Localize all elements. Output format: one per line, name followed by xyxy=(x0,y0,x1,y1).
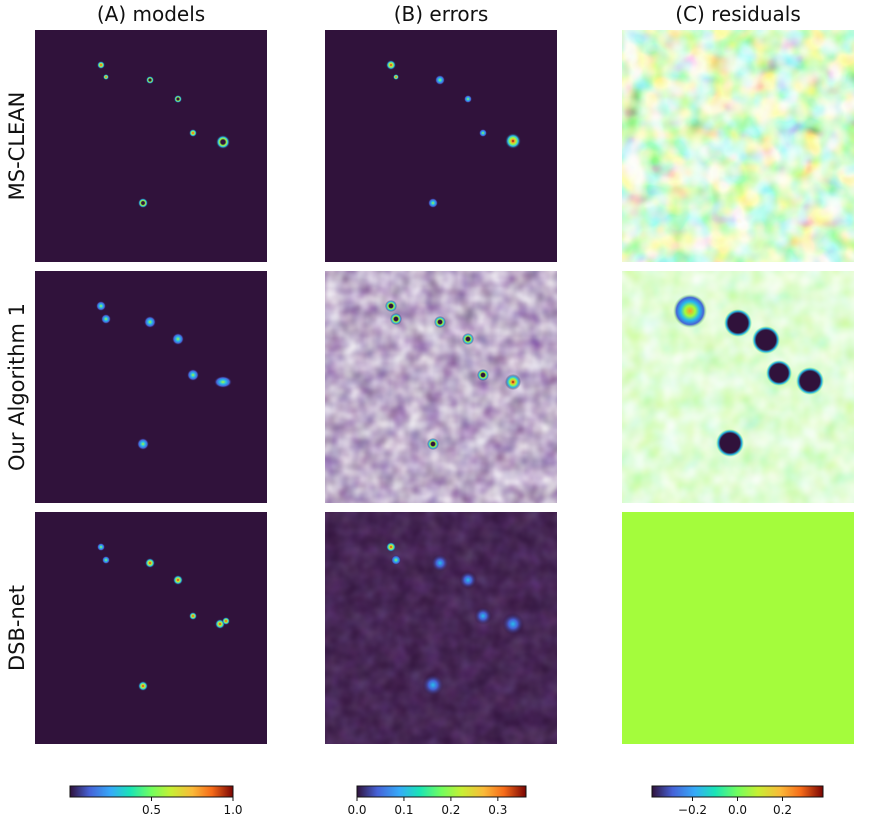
colorbar-tick-label: 0.3 xyxy=(488,803,507,817)
colorbar-tick-label: 0.0 xyxy=(347,803,366,817)
panel-our-algorithm-errors xyxy=(325,271,557,503)
colorbar-errors-ticks: 0.0 0.1 0.2 0.3 xyxy=(347,797,507,817)
column-title-residuals: (C) residuals xyxy=(675,2,801,26)
colorbar-tick-label: 0.1 xyxy=(394,803,413,817)
colorbar-tick-label: 0.5 xyxy=(142,803,161,817)
panel-our-algorithm-residuals xyxy=(622,271,854,503)
column-title-errors: (B) errors xyxy=(393,2,489,26)
row-label-dsb-net: DSB-net xyxy=(5,585,29,671)
colorbar-tick-label: 0.0 xyxy=(728,803,747,817)
heatmap-ms-clean-errors xyxy=(325,30,557,262)
row-label-our-algorithm: Our Algorithm 1 xyxy=(5,302,29,472)
heatmap-ms-clean-residuals xyxy=(622,30,854,262)
heatmap-dsb-net-models xyxy=(35,512,267,744)
row-label-ms-clean: MS-CLEAN xyxy=(5,91,29,201)
colorbar-errors: 0.0 0.1 0.2 0.3 xyxy=(347,785,527,817)
colorbar-tick-label: 0.2 xyxy=(441,803,460,817)
panel-ms-clean-models xyxy=(35,30,267,262)
panel-ms-clean-errors xyxy=(325,30,557,262)
colorbar-tick-label: −0.2 xyxy=(678,803,707,817)
colorbar-models-ticks: 0.5 1.0 xyxy=(142,797,243,817)
panel-dsb-net-errors xyxy=(325,512,557,744)
heatmap-dsb-net-errors xyxy=(325,512,557,744)
colorbar-tick-label: 0.2 xyxy=(773,803,792,817)
heatmap-our-algorithm-errors xyxy=(325,271,557,503)
heatmap-our-algorithm-models xyxy=(35,271,267,503)
colorbar-models: 0.5 1.0 xyxy=(69,785,243,817)
panel-ms-clean-residuals xyxy=(622,30,854,262)
colorbar-residuals: −0.2 0.0 0.2 xyxy=(651,785,824,817)
panel-our-algorithm-models xyxy=(35,271,267,503)
column-title-models: (A) models xyxy=(96,2,206,26)
panel-dsb-net-residuals xyxy=(622,512,854,744)
heatmap-dsb-net-residuals xyxy=(622,512,854,744)
heatmap-our-algorithm-residuals xyxy=(622,271,854,503)
colorbar-residuals-ticks: −0.2 0.0 0.2 xyxy=(678,797,792,817)
colorbar-tick-label: 1.0 xyxy=(223,803,242,817)
heatmap-ms-clean-models xyxy=(35,30,267,262)
panel-dsb-net-models xyxy=(35,512,267,744)
